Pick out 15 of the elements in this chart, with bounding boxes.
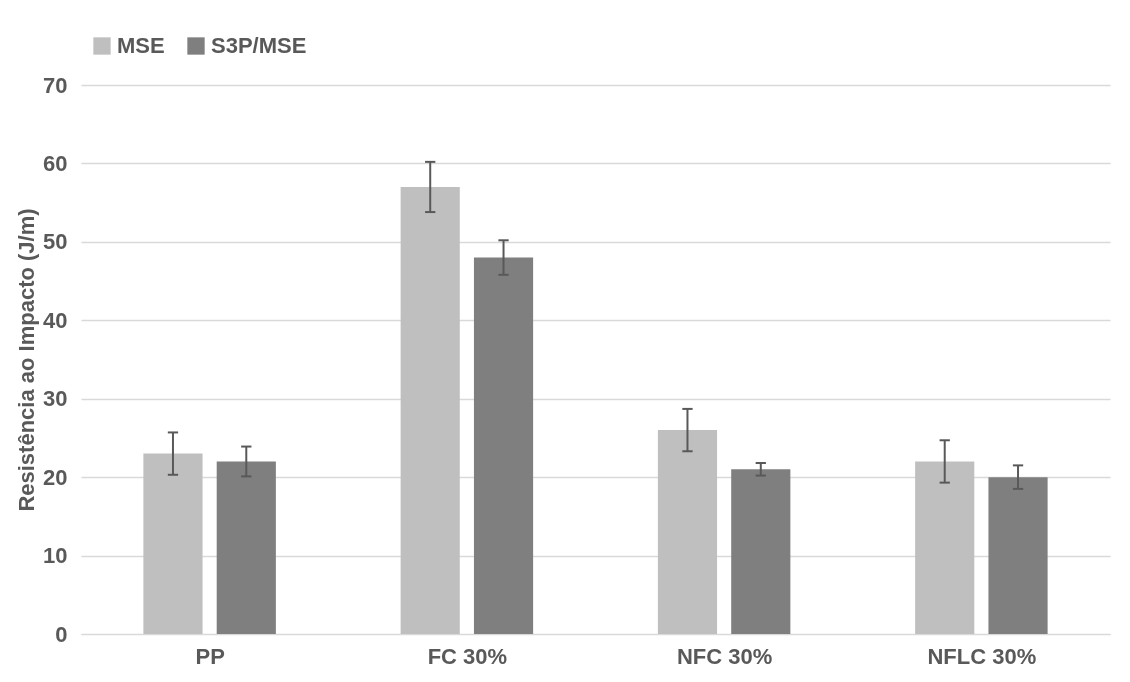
legend-label: MSE xyxy=(117,33,165,58)
y-axis-title: Resistência ao Impacto (J/m) xyxy=(14,208,40,512)
y-tick-label: 70 xyxy=(43,72,68,98)
y-tick-label: 10 xyxy=(43,543,68,569)
y-tick-label: 0 xyxy=(55,621,68,647)
x-tick-label: NFC 30% xyxy=(676,643,773,669)
x-tick-label: PP xyxy=(195,643,225,669)
y-tick-label: 20 xyxy=(43,464,68,490)
x-tick-label: NFLC 30% xyxy=(927,643,1037,669)
y-tick-label: 50 xyxy=(43,229,68,255)
y-tick-label: 40 xyxy=(43,307,68,333)
x-tick-label: FC 30% xyxy=(427,643,508,669)
legend-label: S3P/MSE xyxy=(211,33,307,58)
y-tick-label: 30 xyxy=(43,386,68,412)
y-tick-label: 60 xyxy=(43,150,68,176)
